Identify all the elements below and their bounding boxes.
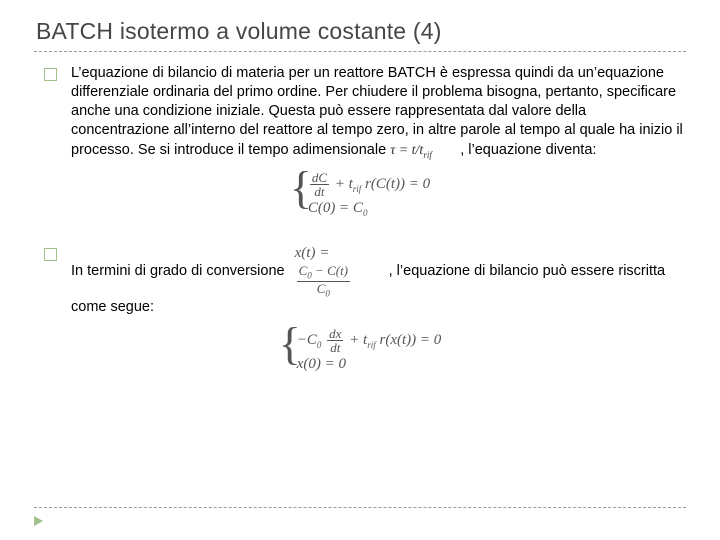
equation-system-1: { dC dt + trif r(C(t)) = 0 C(0) = C0	[34, 169, 686, 220]
item2-text-a: In termini di grado di conversione	[71, 263, 285, 279]
eq1-row1: dC dt + trif r(C(t)) = 0	[308, 171, 430, 198]
tau-definition: τ = t/trif	[390, 143, 432, 158]
footer-divider	[34, 507, 686, 508]
left-brace-icon: {	[279, 321, 301, 379]
equation-system-2: { −C0 dx dt + trif r(x(t)) = 0 x(0) = 0	[34, 325, 686, 375]
slide-title: BATCH isotermo a volume costante (4)	[36, 18, 686, 45]
bullet-item-2: In termini di grado di conversione x(t) …	[44, 244, 686, 317]
square-bullet-icon	[44, 248, 57, 261]
conversion-slot: x(t) = C0 − C(t) C0	[289, 244, 389, 298]
title-divider	[34, 51, 686, 52]
eq2-row1: −C0 dx dt + trif r(x(t)) = 0	[297, 327, 442, 354]
footer-arrow-icon	[34, 516, 43, 526]
left-brace-icon: {	[290, 165, 312, 224]
conversion-definition: x(t) = C0 − C(t) C0	[295, 244, 383, 298]
eq2-row2: x(0) = 0	[297, 356, 442, 373]
item1-body: L’equazione di bilancio di materia per u…	[71, 64, 686, 161]
eq1-row2: C(0) = C0	[308, 200, 430, 218]
square-bullet-icon	[44, 68, 57, 81]
item1-text-b: , l’equazione diventa:	[460, 142, 596, 158]
item2-body: In termini di grado di conversione x(t) …	[71, 244, 686, 317]
tau-slot: τ = t/trif	[390, 141, 460, 162]
bullet-item-1: L’equazione di bilancio di materia per u…	[44, 64, 686, 161]
